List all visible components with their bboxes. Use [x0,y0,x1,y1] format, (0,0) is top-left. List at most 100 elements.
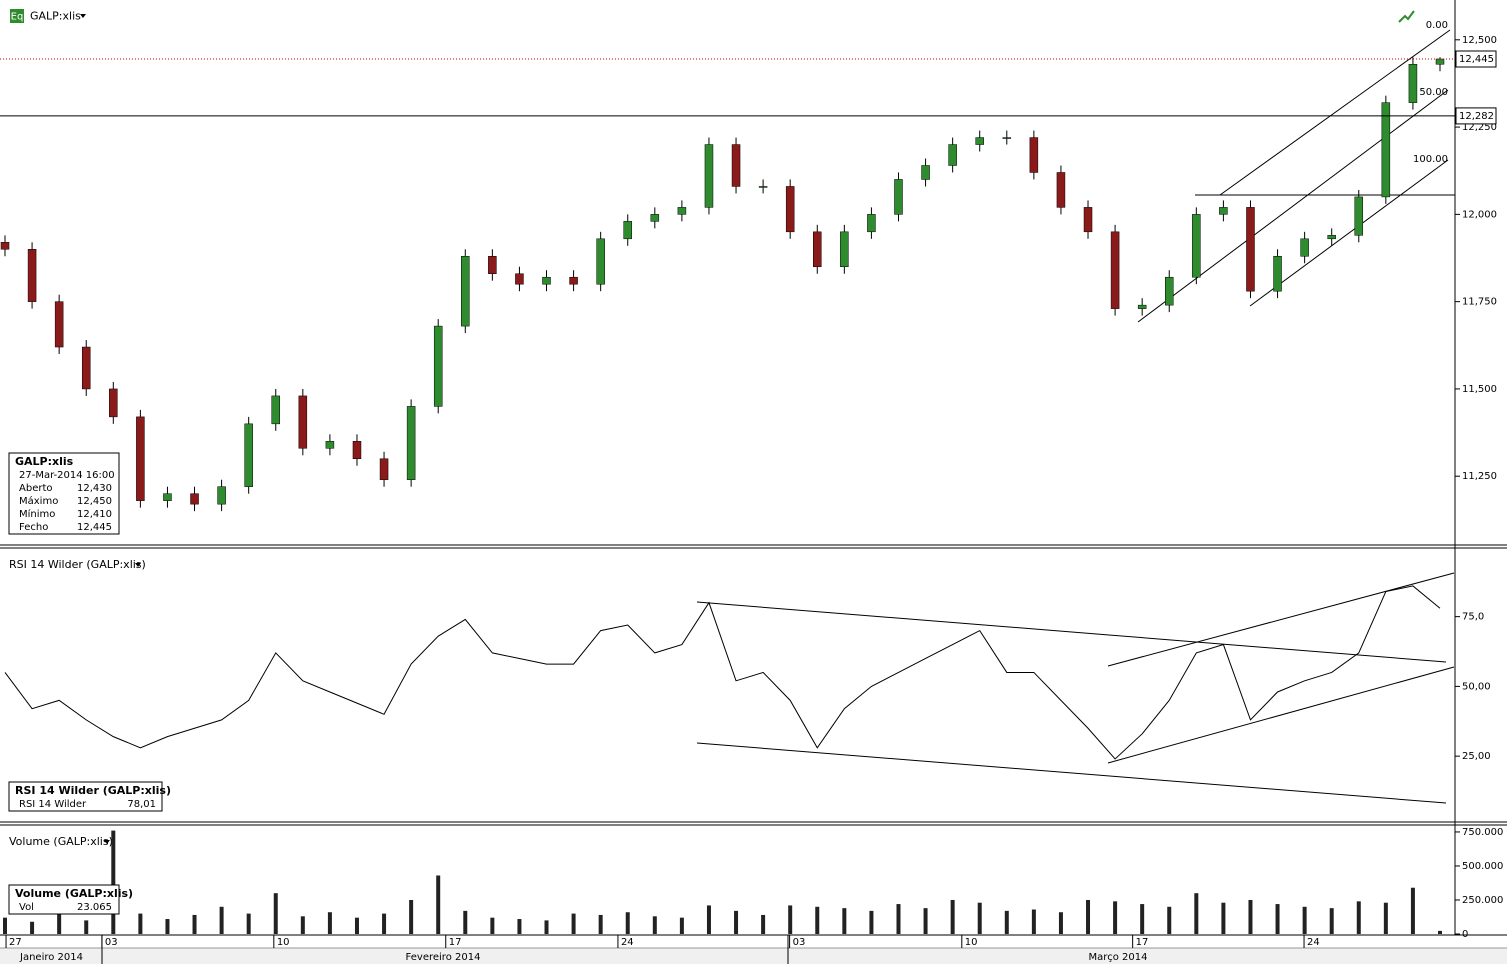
volume-bar [842,908,847,934]
candle-body [677,207,687,215]
fib-label: 100.00 [1413,154,1448,165]
trend-icon[interactable] [1398,10,1415,23]
trend-line [1107,666,1455,764]
info-key: Máximo [19,495,58,507]
volume-bar [517,919,522,934]
x-tick-label: 10 [965,937,978,948]
candle-body [271,395,281,425]
volume-bar [679,917,684,934]
volume-bar [788,905,793,934]
candle-body [569,276,578,285]
volume-bar [923,908,928,934]
candle-body [785,186,795,233]
x-tick-label: 10 [277,937,290,948]
price-tag [1455,50,1497,68]
info-key: Vol [19,902,34,913]
volume-bar [896,904,901,934]
candle-body [27,249,37,302]
candle-body [596,238,605,285]
candle-body [325,441,335,449]
dropdown-arrow[interactable] [104,840,110,844]
x-tick-label: 24 [621,937,634,948]
month-label: Fevereiro 2014 [406,952,481,963]
candle-body [1137,304,1147,309]
channel-line [1137,89,1449,323]
candle-body [1327,235,1336,240]
candle-body [1002,137,1012,139]
volume-bar [165,919,170,934]
panel-title[interactable]: GALP:xlis [30,10,81,23]
info-box [8,452,120,535]
volume-bar [734,910,739,934]
candle-body [1029,137,1039,173]
candle-body [54,301,64,348]
icon-label: Eq [11,12,24,23]
volume-bar [490,917,495,934]
dropdown-arrow[interactable] [135,563,141,567]
volume-bar [409,899,414,934]
candle-body [542,276,551,285]
candle-body [379,458,389,480]
candle-body [758,186,768,188]
volume-bar [706,905,711,934]
volume-bar [30,921,35,934]
info-title: Volume (GALP:xlis) [15,887,133,900]
candle-body [948,144,957,166]
volume-bar [761,914,766,934]
volume-bar [84,920,89,934]
trend-line [1107,572,1455,667]
volume-bar [3,917,7,934]
channel-line [1249,159,1449,307]
fib-label: 0.00 [1426,20,1448,31]
price-tag-label: 12,445 [1459,54,1494,65]
volume-bar [111,830,116,934]
volume-bar [1194,893,1199,934]
candle-body [650,214,660,222]
volume-bar [1004,910,1009,934]
candle-body [813,231,822,267]
y-tick-label: 75,0 [1462,612,1484,623]
volume-bar [57,909,62,934]
y-tick-label: 500.000 [1462,861,1503,872]
trend-line [696,601,1447,663]
candle-body [163,493,172,501]
info-value: 12,410 [77,509,112,520]
candle-body [1435,58,1445,65]
y-tick-label: 12,250 [1462,122,1497,133]
candle-body [406,406,416,480]
instrument-icon[interactable] [10,9,24,23]
volume-bar [625,912,630,934]
dropdown-arrow[interactable] [80,14,86,18]
candle-body [244,423,253,487]
x-tick-label: 24 [1307,937,1320,948]
candle-body [975,137,984,145]
panel-title[interactable]: RSI 14 Wilder (GALP:xlis) [9,558,146,571]
month-label: Março 2014 [1089,952,1148,963]
candle-body [623,221,632,240]
panel-title[interactable]: Volume (GALP:xlis) [9,835,113,848]
info-value: 12,430 [77,483,112,494]
rsi-line [4,585,1441,760]
month-strip [0,948,1507,964]
candle-body [1381,102,1391,198]
candle-body [298,395,308,449]
volume-bar [571,913,576,934]
candle-body [1164,276,1174,306]
volume-bar [138,913,143,934]
volume-bar [354,917,359,934]
y-tick-label: 11,250 [1462,471,1497,482]
volume-bar [1113,901,1118,934]
info-key: Fecho [19,522,48,533]
price-tag-label: 12,282 [1459,111,1494,122]
month-label: Janeiro 2014 [19,952,83,963]
volume-bar [273,893,278,934]
volume-bar [327,912,332,934]
volume-bar [1248,899,1253,934]
drawings [696,29,1455,804]
candle-body [1300,238,1309,257]
volume-bar [1302,906,1307,934]
y-tick-label: 750.000 [1462,827,1503,838]
volume-bar [300,916,305,934]
candle-body [433,325,443,407]
x-tick-label: 17 [449,937,462,948]
